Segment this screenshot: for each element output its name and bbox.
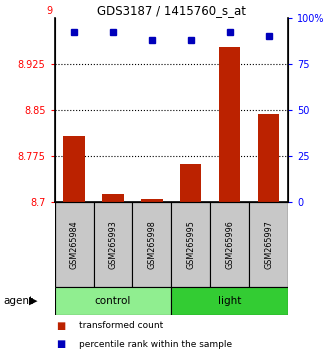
Text: GSM265995: GSM265995 — [186, 220, 195, 269]
Bar — [93, 202, 132, 287]
Text: transformed count: transformed count — [79, 321, 164, 331]
Bar — [63, 136, 85, 202]
Bar — [210, 202, 249, 287]
Text: GSM265984: GSM265984 — [70, 220, 78, 269]
Bar — [102, 194, 124, 202]
Bar — [219, 47, 240, 202]
Text: percentile rank within the sample: percentile rank within the sample — [79, 340, 233, 349]
Bar — [180, 164, 202, 202]
Bar — [132, 202, 171, 287]
Text: GSM265996: GSM265996 — [225, 220, 234, 269]
Title: GDS3187 / 1415760_s_at: GDS3187 / 1415760_s_at — [97, 4, 246, 17]
Bar — [171, 287, 288, 315]
Bar — [55, 287, 171, 315]
Bar — [258, 114, 279, 202]
Text: ▶: ▶ — [29, 296, 37, 306]
Text: ■: ■ — [56, 339, 66, 349]
Text: agent: agent — [3, 296, 33, 306]
Bar — [55, 202, 93, 287]
Text: ■: ■ — [56, 321, 66, 331]
Bar — [249, 202, 288, 287]
Text: light: light — [218, 296, 241, 306]
Bar — [171, 202, 210, 287]
Text: GSM265993: GSM265993 — [109, 220, 118, 269]
Text: control: control — [95, 296, 131, 306]
Text: 9: 9 — [46, 6, 52, 16]
Bar — [141, 199, 163, 202]
Text: GSM265997: GSM265997 — [264, 220, 273, 269]
Text: GSM265998: GSM265998 — [147, 220, 156, 269]
